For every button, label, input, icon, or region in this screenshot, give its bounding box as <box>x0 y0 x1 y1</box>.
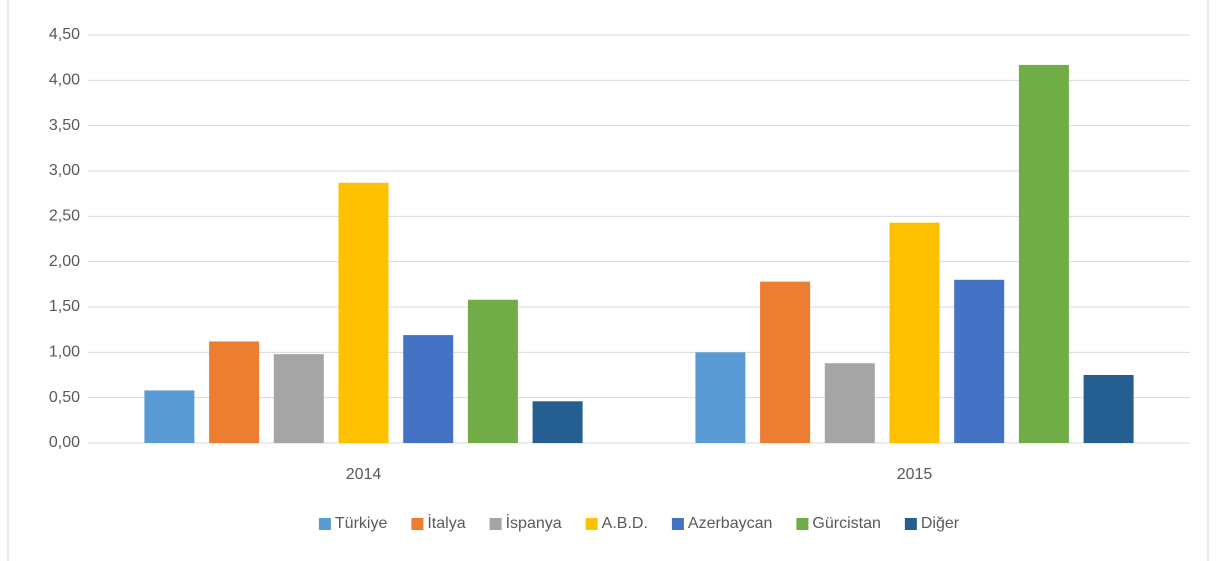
y-tick-label: 1,00 <box>49 344 80 361</box>
legend-swatch <box>489 518 502 530</box>
x-tick-label: 2015 <box>897 466 933 483</box>
legend-swatch <box>585 518 598 530</box>
y-tick-label: 1,50 <box>49 298 80 315</box>
bar <box>889 222 940 443</box>
legend-swatch <box>411 518 424 530</box>
bar <box>403 335 454 443</box>
legend-label: Gürcistan <box>812 515 880 532</box>
legend-swatch <box>904 518 917 530</box>
y-tick-label: 2,00 <box>49 253 80 270</box>
legend-label: A.B.D. <box>602 515 648 532</box>
legend-label: İspanya <box>506 513 562 532</box>
legend-swatch <box>796 518 809 530</box>
legend-label: Türkiye <box>335 515 388 532</box>
y-tick-label: 4,00 <box>49 72 80 89</box>
chart-frame <box>7 0 1209 561</box>
bar <box>209 341 260 443</box>
y-tick-label: 3,50 <box>49 117 80 134</box>
bar <box>1083 375 1134 443</box>
bar <box>532 401 583 443</box>
legend-label: İtalya <box>427 513 465 532</box>
y-tick-label: 3,00 <box>49 162 80 179</box>
bar <box>338 182 389 443</box>
bar <box>824 363 875 443</box>
y-tick-label: 2,50 <box>49 208 80 225</box>
bar <box>760 281 811 443</box>
bar <box>273 354 324 443</box>
legend-label: Diğer <box>921 515 960 532</box>
bar <box>1018 64 1069 444</box>
bar <box>144 390 195 443</box>
bar <box>467 299 518 443</box>
bar <box>695 352 746 443</box>
x-tick-label: 2014 <box>346 466 382 483</box>
y-tick-label: 0,50 <box>49 389 80 406</box>
legend-label: Azerbaycan <box>688 515 773 532</box>
bar <box>954 279 1005 443</box>
legend-swatch <box>318 518 331 530</box>
y-tick-label: 4,50 <box>49 26 80 43</box>
legend-swatch <box>671 518 684 530</box>
y-tick-label: 0,00 <box>49 434 80 451</box>
